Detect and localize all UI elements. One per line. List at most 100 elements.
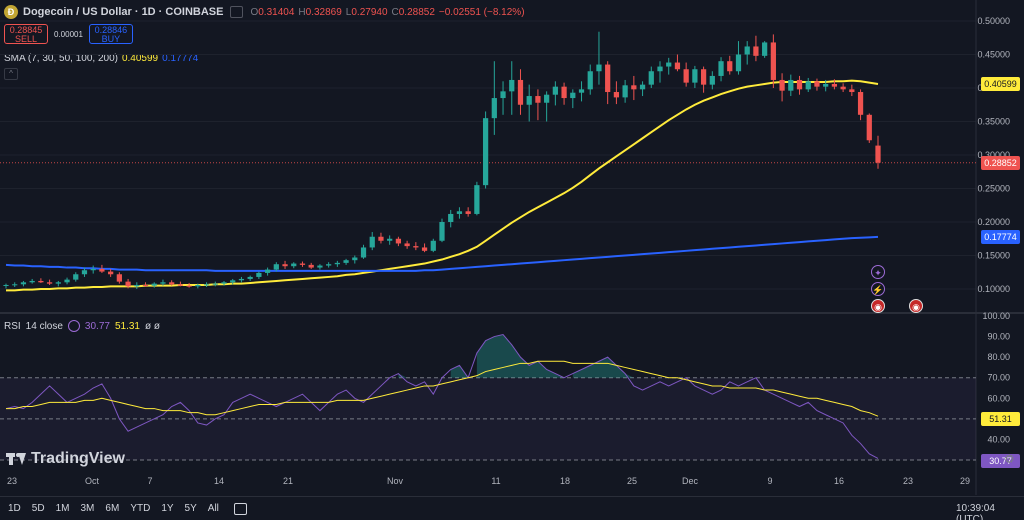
candle (395, 236, 402, 247)
buy-button[interactable]: 0.28846 BUY (88, 24, 133, 44)
candle (823, 79, 829, 92)
candle-body (561, 86, 567, 99)
timeframe-1d[interactable]: 1D (8, 503, 21, 514)
candle-body (186, 285, 192, 287)
candle (369, 232, 375, 251)
sell-button[interactable]: 0.28845 SELL (4, 24, 48, 44)
rsi-legend[interactable]: RSI 14 close 30.77 51.31 ø ø (4, 320, 160, 332)
sma-long-line (5, 235, 879, 272)
candle-body (134, 284, 140, 287)
candle (299, 261, 306, 267)
candle (561, 82, 567, 105)
candle (666, 57, 672, 75)
event-star-icon[interactable]: ✦ (871, 265, 885, 279)
candle-body (840, 86, 846, 90)
symbol-title[interactable]: Dogecoin / US Dollar · 1D · COINBASE (23, 6, 224, 18)
event-lightning-icon[interactable]: ⚡ (871, 282, 885, 296)
candle-body (125, 281, 131, 287)
candle-body (744, 46, 750, 55)
calendar-icon[interactable] (233, 502, 247, 515)
timeframe-5d[interactable]: 5D (31, 503, 45, 514)
utc-clock[interactable]: 10:39:04 (UTC) (956, 503, 995, 520)
candle (221, 280, 227, 286)
more-options-icon[interactable] (230, 6, 244, 18)
candle-body (448, 213, 454, 222)
timeframe-all[interactable]: All (207, 503, 219, 514)
candle-body (770, 42, 776, 80)
dogecoin-logo-icon: Ð (4, 5, 18, 19)
candle (570, 89, 576, 109)
price-axis-label: 0.30000 (977, 150, 1010, 160)
candle-body (308, 264, 314, 268)
tradingview-brand: TradingView (31, 450, 125, 467)
candle (639, 81, 646, 97)
rsi-axis-label: 90.00 (987, 332, 1010, 342)
price-axis-label: 0.25000 (977, 184, 1010, 194)
candle (55, 280, 61, 287)
candle (125, 278, 131, 289)
candle (3, 283, 9, 289)
sma-lines (5, 79, 879, 292)
rsi-value: 30.77 (84, 320, 110, 332)
settings-gear-icon[interactable]: ⚙ (1004, 452, 1015, 466)
candle-body (108, 271, 114, 275)
ohlc-high: H0.32869 (298, 6, 342, 18)
candle-body (482, 118, 489, 186)
candle (762, 41, 768, 58)
collapse-legend-icon[interactable]: ^ (4, 68, 18, 80)
candle-body (299, 263, 306, 265)
candle (517, 69, 524, 115)
candle (439, 218, 445, 243)
rsi-ma-value: 51.31 (114, 320, 140, 332)
candle (413, 242, 419, 251)
candle-body (177, 284, 184, 286)
time-axis: 23 Oct 7 14 21 Nov 11 18 25 Dec 9 16 23 29 (7, 476, 970, 486)
timeframe-3m[interactable]: 3M (80, 503, 95, 514)
candle (465, 207, 471, 217)
candle-body (395, 238, 402, 244)
candle-body (230, 280, 236, 283)
candle (648, 66, 654, 88)
time-axis-label: 7 (147, 476, 152, 486)
timeframe-6m[interactable]: 6M (105, 503, 120, 514)
sma-label: SMA (7, 30, 50, 100, 200) (4, 53, 118, 64)
candle-body (692, 69, 698, 83)
candle-body (474, 185, 480, 214)
candle (90, 265, 96, 274)
candle (631, 75, 637, 101)
candle (535, 89, 541, 121)
candle-body (666, 62, 672, 67)
candle-body (20, 282, 27, 285)
candle-body (648, 71, 654, 85)
candle (46, 279, 53, 285)
candle-body (12, 284, 18, 286)
timeframe-5y[interactable]: 5Y (184, 503, 197, 514)
candle (587, 64, 593, 95)
candle-body (151, 283, 157, 286)
timeframe-1y[interactable]: 1Y (161, 503, 174, 514)
candle-body (334, 262, 340, 265)
candle (613, 81, 620, 105)
candle (334, 260, 340, 267)
candle (840, 83, 846, 93)
spread-value: 0.00001 (54, 29, 83, 39)
tradingview-logo[interactable]: TradingView (6, 450, 125, 468)
candle (282, 260, 288, 269)
price-axis-label: 0.35000 (977, 117, 1010, 127)
sma-legend[interactable]: SMA (7, 30, 50, 100, 200) 0.40599 0.1777… (4, 53, 198, 64)
candle-body (857, 92, 864, 115)
timeframe-1m[interactable]: 1M (55, 503, 70, 514)
candle (718, 57, 724, 82)
tradingview-mark-icon (6, 453, 26, 465)
candle-body (823, 83, 829, 87)
us-flag-icon[interactable]: ◉ (871, 299, 885, 313)
sma-long-price-tag: 0.17774 (981, 229, 1020, 244)
rsi-params: 14 close (25, 320, 63, 332)
rsi-line (5, 333, 879, 459)
price-axis-label: 0.45000 (977, 50, 1010, 60)
us-flag-icon-2[interactable]: ◉ (909, 299, 923, 313)
timeframe-ytd[interactable]: YTD (130, 503, 151, 514)
candle-body (622, 85, 628, 98)
candle-body (491, 98, 497, 119)
